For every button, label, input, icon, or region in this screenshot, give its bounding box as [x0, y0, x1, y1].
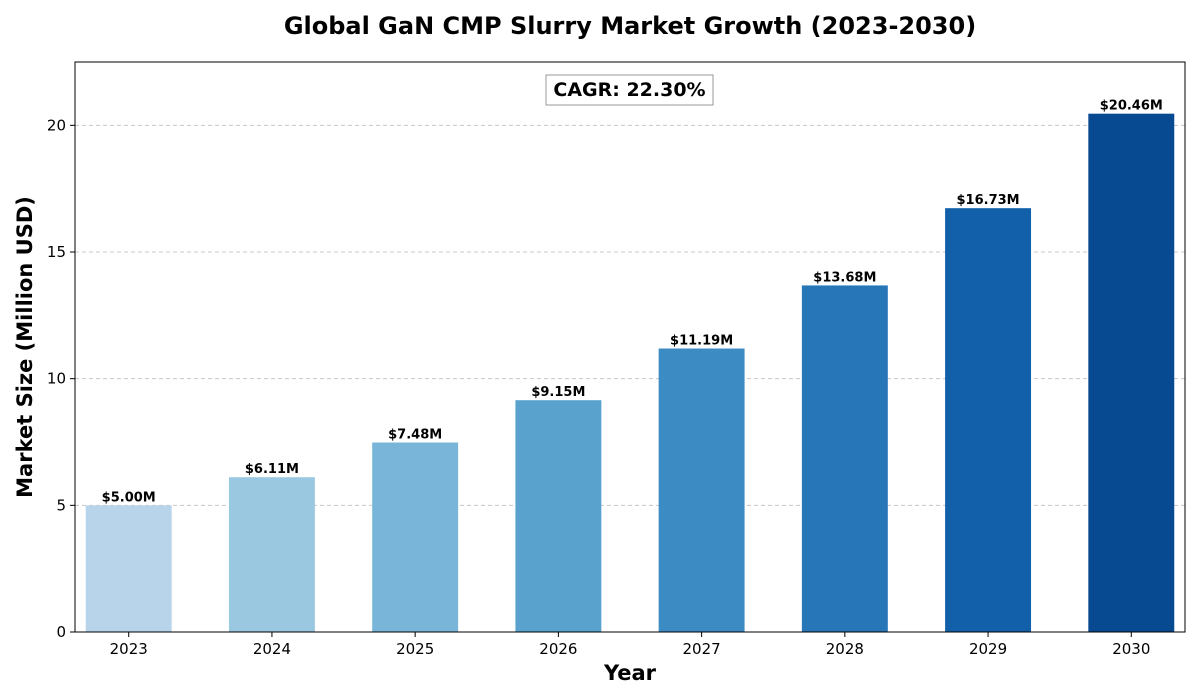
- data-label-2028: $13.68M: [813, 270, 876, 285]
- bar-2027: [658, 348, 745, 632]
- cagr-annotation: CAGR: 22.30%: [545, 74, 714, 106]
- bar-2030: [1088, 113, 1175, 633]
- x-tick-label: 2026: [539, 640, 577, 658]
- y-axis-ticks: 0 5 10 15 20: [47, 116, 75, 641]
- x-tick-label: 2028: [826, 640, 864, 658]
- y-tick-label: 20: [47, 116, 66, 134]
- y-tick-label: 15: [47, 243, 66, 261]
- y-tick-label: 5: [56, 496, 66, 514]
- bar-2026: [515, 400, 602, 632]
- data-label-2029: $16.73M: [957, 193, 1020, 208]
- data-label-2023: $5.00M: [102, 490, 156, 505]
- bar-2025: [372, 442, 459, 632]
- bars: [85, 113, 1175, 633]
- data-label-2030: $20.46M: [1100, 99, 1163, 114]
- cagr-text: CAGR: 22.30%: [553, 79, 705, 101]
- cagr-box: [545, 74, 714, 106]
- x-tick-label: 2024: [253, 640, 291, 658]
- x-axis-label: Year: [603, 661, 657, 685]
- bar-2024: [228, 477, 315, 632]
- y-tick-label: 10: [47, 370, 66, 388]
- bar-2029: [945, 208, 1032, 632]
- bar-2028: [801, 285, 888, 632]
- x-tick-label: 2025: [396, 640, 434, 658]
- x-tick-label: 2027: [683, 640, 721, 658]
- bar-labels: $5.00M $6.11M $7.48M $9.15M $11.19M $13.68M $1…: [102, 99, 1163, 506]
- plot-frame: [74, 61, 1186, 633]
- y-tick-label: 0: [56, 623, 66, 641]
- data-label-2027: $11.19M: [670, 334, 733, 349]
- data-label-2026: $9.15M: [531, 385, 585, 400]
- x-tick-label: 2023: [110, 640, 148, 658]
- data-label-2025: $7.48M: [388, 428, 442, 443]
- bar-2023: [85, 505, 172, 632]
- x-axis-ticks: 2023 2024 2025 2026 2027 2028 2029 2030: [110, 632, 1150, 658]
- chart-title: Global GaN CMP Slurry Market Growth (202…: [284, 12, 976, 40]
- y-axis-label: Market Size (Million USD): [13, 196, 37, 498]
- data-label-2024: $6.11M: [245, 462, 299, 477]
- x-tick-label: 2029: [969, 640, 1007, 658]
- x-tick-label: 2030: [1112, 640, 1150, 658]
